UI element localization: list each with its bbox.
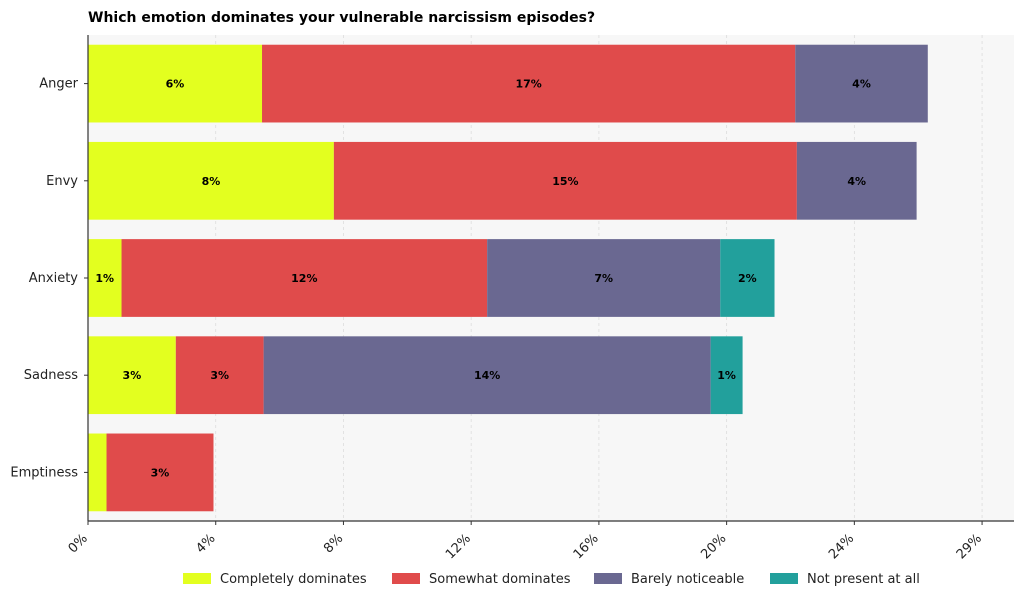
x-tick-label: 24% bbox=[826, 531, 857, 562]
bar-segment bbox=[88, 433, 107, 512]
bar-value-label: 14% bbox=[474, 369, 500, 382]
bar-segment bbox=[106, 433, 214, 512]
bar-value-label: 1% bbox=[95, 272, 114, 285]
bar-segment bbox=[121, 239, 488, 317]
bar-value-label: 4% bbox=[852, 78, 871, 91]
legend-item: Not present at all bbox=[770, 572, 920, 587]
chart-title: Which emotion dominates your vulnerable … bbox=[88, 10, 595, 26]
bar-segment bbox=[795, 44, 928, 123]
x-tick-label: 8% bbox=[321, 531, 346, 556]
bar-value-label: 1% bbox=[717, 369, 736, 382]
bar-segment bbox=[88, 141, 334, 220]
bar-value-label: 17% bbox=[515, 78, 541, 91]
bar-value-label: 3% bbox=[210, 369, 229, 382]
y-tick-label: Sadness bbox=[24, 368, 78, 383]
legend-label: Somewhat dominates bbox=[429, 572, 571, 587]
bar-segment bbox=[263, 336, 711, 415]
x-tick-label: 0% bbox=[66, 531, 91, 556]
legend-item: Barely noticeable bbox=[594, 572, 744, 587]
legend-swatch bbox=[183, 573, 211, 584]
bar-segment bbox=[88, 336, 176, 415]
legend-swatch bbox=[770, 573, 798, 584]
bar-segment bbox=[333, 141, 797, 220]
x-tick-label: 12% bbox=[443, 531, 474, 562]
legend-label: Completely dominates bbox=[220, 572, 367, 587]
y-tick-label: Envy bbox=[46, 174, 78, 189]
bar-value-label: 6% bbox=[166, 78, 185, 91]
y-tick-label: Anger bbox=[39, 77, 78, 92]
y-tick-label: Anxiety bbox=[29, 271, 79, 286]
legend-label: Not present at all bbox=[807, 572, 920, 587]
bar-value-label: 15% bbox=[552, 175, 578, 188]
legend-swatch bbox=[392, 573, 420, 584]
bar-segment bbox=[88, 239, 122, 317]
bar-segment bbox=[88, 44, 263, 123]
x-tick-label: 29% bbox=[954, 531, 985, 562]
bar-segment bbox=[796, 141, 917, 220]
bar-segment bbox=[262, 44, 796, 123]
legend-item: Somewhat dominates bbox=[392, 572, 571, 587]
bar-segment bbox=[710, 336, 743, 415]
legend-swatch bbox=[594, 573, 622, 584]
legend: Completely dominates Somewhat dominates Ba… bbox=[183, 572, 920, 587]
bar-segment bbox=[720, 239, 775, 317]
x-tick-label: 16% bbox=[571, 531, 602, 562]
bar-value-label: 4% bbox=[847, 175, 866, 188]
bar-value-label: 2% bbox=[738, 272, 757, 285]
plot-area: 6% 17% 4% Anger 8% 15% 4% Envy 1% 12% 7% 2% Anxiety 3… bbox=[10, 35, 1014, 562]
bar-value-label: 12% bbox=[291, 272, 317, 285]
legend-item: Completely dominates bbox=[183, 572, 367, 587]
x-tick-label: 4% bbox=[193, 531, 218, 556]
bar-value-label: 3% bbox=[123, 369, 142, 382]
bar-segment bbox=[487, 239, 721, 317]
bar-value-label: 7% bbox=[594, 272, 613, 285]
bar-value-label: 8% bbox=[202, 175, 221, 188]
bar-segment bbox=[175, 336, 264, 415]
bar-value-label: 3% bbox=[151, 466, 170, 479]
legend-label: Barely noticeable bbox=[631, 572, 744, 587]
x-tick-label: 20% bbox=[698, 531, 729, 562]
y-tick-label: Emptiness bbox=[10, 465, 78, 480]
